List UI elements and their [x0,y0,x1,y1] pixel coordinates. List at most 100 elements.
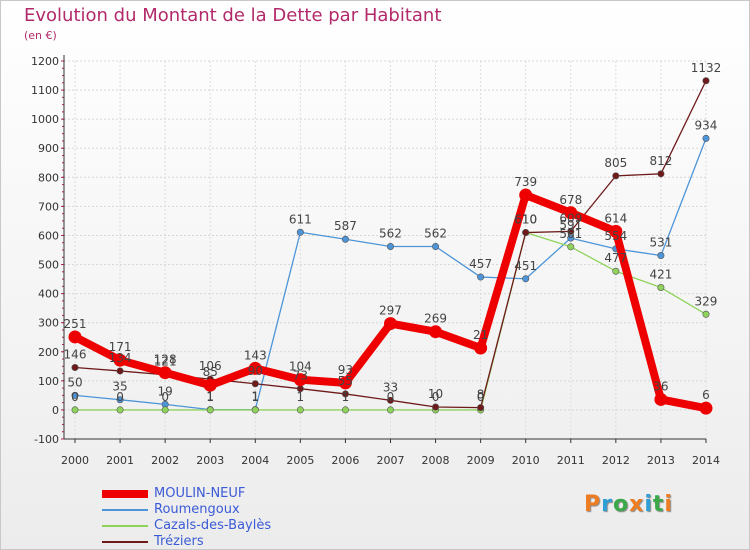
data-label-roumengoux: 1 [206,390,214,404]
x-tick-label: 2009 [467,454,495,467]
data-label-roumengoux: 562 [379,227,402,241]
data-point-tr-ziers [612,172,620,180]
y-tick-label: 1200 [31,55,59,68]
data-point-cazals-des-bayl-s [612,267,620,275]
data-point-moulin-neuf [68,330,82,344]
data-label-tr-ziers: 1132 [691,61,722,75]
legend-label: Cazals-des-Baylès [154,518,272,533]
data-label-roumengoux: 531 [649,236,672,250]
x-tick-label: 2001 [106,454,134,467]
x-tick-label: 2002 [151,454,179,467]
x-tick-label: 2010 [512,454,540,467]
series-group [68,77,713,415]
data-label-roumengoux: 35 [112,380,127,394]
data-label-cazals-des-bayl-s: 477 [604,251,627,265]
legend-swatch [102,509,148,511]
data-label-tr-ziers: 8 [477,388,485,402]
data-point-roumengoux [116,396,124,404]
data-label-roumengoux: 19 [157,384,172,398]
data-point-tr-ziers [71,363,79,371]
data-point-roumengoux [657,252,665,260]
data-label-moulin-neuf: 143 [244,348,267,362]
x-tick-label: 2004 [241,454,269,467]
data-point-cazals-des-bayl-s [206,406,214,414]
data-label-roumengoux: 457 [469,257,492,271]
data-label-moulin-neuf: 128 [154,353,177,367]
data-label-moulin-neuf: 36 [653,379,668,393]
legend-swatch [102,525,148,527]
data-label-cazals-des-bayl-s: 1 [251,390,259,404]
data-point-moulin-neuf [158,366,172,380]
data-label-moulin-neuf: 171 [109,340,132,354]
data-point-moulin-neuf [474,341,488,355]
data-point-tr-ziers [251,380,259,388]
y-tick-label: 800 [38,171,59,184]
data-point-tr-ziers [567,227,575,235]
data-label-moulin-neuf: 251 [64,317,87,331]
data-labels: 251 171 128 85 143 104 93 297 269 21 739 678 614 36 6 5… [64,61,722,404]
data-label-cazals-des-bayl-s: 1 [297,390,305,404]
y-tick-label: -100 [34,433,59,446]
data-point-roumengoux [477,273,485,281]
x-tick-label: 2008 [422,454,450,467]
data-label-cazals-des-bayl-s: 0 [161,390,169,404]
data-point-roumengoux [296,228,304,236]
data-point-moulin-neuf [609,224,623,238]
x-tick-label: 2011 [557,454,585,467]
legend-swatch [102,490,148,498]
data-point-cazals-des-bayl-s [116,406,124,414]
data-label-moulin-neuf: 614 [604,211,627,225]
data-point-roumengoux [432,243,440,251]
x-tick-label: 2012 [602,454,630,467]
data-label-moulin-neuf: 678 [559,193,582,207]
data-label-tr-ziers: 10 [428,387,443,401]
data-point-cazals-des-bayl-s [702,310,710,318]
data-point-moulin-neuf [203,378,217,392]
data-label-moulin-neuf: 297 [379,304,402,318]
data-point-moulin-neuf [293,373,307,387]
x-tick-label: 2005 [286,454,314,467]
data-label-moulin-neuf: 6 [702,388,710,402]
data-label-moulin-neuf: 104 [289,360,312,374]
data-label-tr-ziers: 73 [293,369,308,383]
data-point-roumengoux [341,235,349,243]
data-label-moulin-neuf: 85 [203,365,218,379]
data-label-cazals-des-bayl-s: 0 [116,390,124,404]
data-label-cazals-des-bayl-s: 329 [695,294,718,308]
data-label-cazals-des-bayl-s: 610 [514,213,537,227]
data-label-tr-ziers: 805 [604,156,627,170]
data-label-roumengoux: 50 [67,375,82,389]
data-label-cazals-des-bayl-s: 1 [342,390,350,404]
y-tick-label: 500 [38,259,59,272]
data-point-tr-ziers [477,404,485,412]
data-point-moulin-neuf [519,188,533,202]
data-label-cazals-des-bayl-s: 0 [477,390,485,404]
y-tick-label: 600 [38,229,59,242]
data-point-moulin-neuf [654,392,668,406]
legend-label: MOULIN-NEUF [154,486,246,501]
legend-label: Tréziers [154,534,204,549]
data-label-roumengoux: 451 [514,259,537,273]
data-point-moulin-neuf [113,353,127,367]
data-label-roumengoux: 1 [251,390,259,404]
y-tick-label: 200 [38,346,59,359]
data-point-tr-ziers [657,170,665,178]
data-point-moulin-neuf [699,401,713,415]
data-label-tr-ziers: 121 [154,355,177,369]
data-point-cazals-des-bayl-s [341,406,349,414]
y-tick-label: 100 [38,375,59,388]
data-label-moulin-neuf: 739 [514,175,537,189]
data-point-roumengoux [386,243,394,251]
proxiti-logo: Proxiti [584,492,673,517]
data-label-tr-ziers: 609 [559,211,582,225]
data-label-roumengoux: 591 [559,218,582,232]
data-point-cazals-des-bayl-s [161,406,169,414]
y-tick-label: 1000 [31,113,59,126]
x-tick-label: 2006 [331,454,359,467]
data-label-cazals-des-bayl-s: 0 [71,390,79,404]
data-label-roumengoux: 562 [424,227,447,241]
data-point-cazals-des-bayl-s [657,284,665,292]
y-tick-label: 400 [38,288,59,301]
data-label-cazals-des-bayl-s: 421 [649,268,672,282]
